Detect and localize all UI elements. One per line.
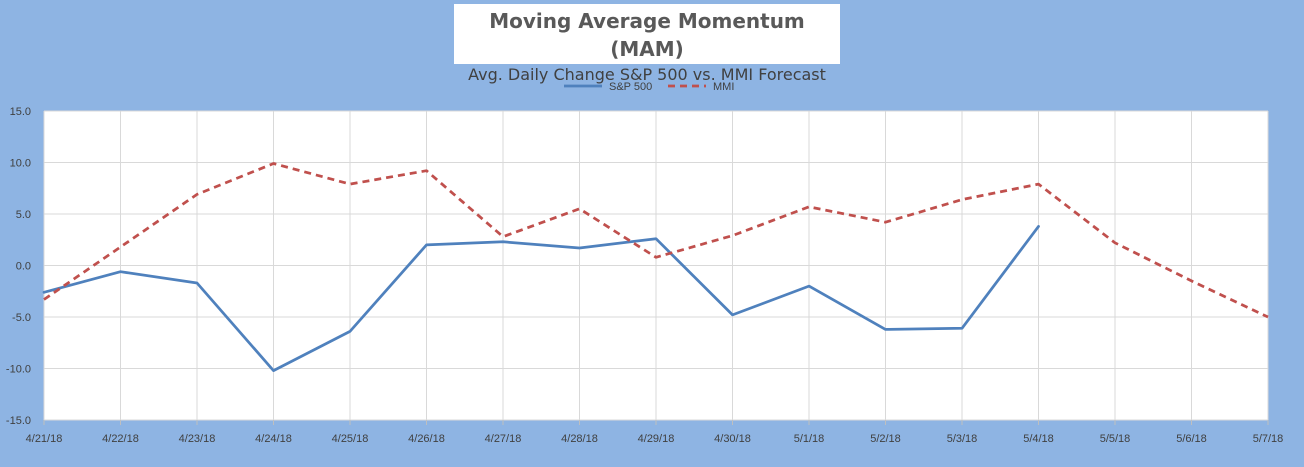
series-lines [42, 162, 1269, 372]
x-tick-label: 4/25/18 [332, 433, 369, 445]
x-tick-label: 4/30/18 [714, 433, 751, 445]
y-tick-label: -10.0 [6, 364, 31, 376]
x-tick-label: 5/5/18 [1100, 433, 1131, 445]
x-tick-label: 4/23/18 [179, 433, 216, 445]
x-tick-label: 4/27/18 [485, 433, 522, 445]
legend: S&P 500 MMI [564, 81, 734, 93]
x-tick-label: 5/4/18 [1023, 433, 1054, 445]
y-tick-label: 10.0 [10, 158, 31, 170]
x-tick-label: 5/1/18 [794, 433, 825, 445]
x-tick-label: 4/24/18 [255, 433, 292, 445]
y-axis-ticks: 15.0 10.0 5.0 0.0 -5.0 -10.0 -15.0 [6, 106, 31, 427]
chart-title: Moving Average Momentum (MAM) [489, 9, 805, 61]
y-tick-label: 15.0 [10, 106, 31, 118]
x-tick-label: 5/3/18 [947, 433, 978, 445]
x-tick-label: 4/22/18 [102, 433, 139, 445]
y-tick-label: 5.0 [16, 209, 31, 221]
legend-label: MMI [713, 81, 734, 93]
y-tick-label: -5.0 [12, 312, 31, 324]
x-tick-label: 4/26/18 [408, 433, 445, 445]
legend-label: S&P 500 [609, 81, 652, 93]
y-tick-label: -15.0 [6, 415, 31, 427]
chart-subtitle: Avg. Daily Change S&P 500 vs. MMI Foreca… [468, 65, 826, 84]
y-tick-label: 0.0 [16, 261, 31, 273]
x-tick-label: 4/29/18 [638, 433, 675, 445]
x-tick-label: 5/7/18 [1253, 433, 1284, 445]
x-tick-label: 5/6/18 [1176, 433, 1207, 445]
series-line-sp500 [42, 225, 1040, 372]
x-axis-ticks: 4/21/18 4/22/18 4/23/18 4/24/18 4/25/18 4/26/… [26, 420, 1284, 445]
x-tick-label: 4/21/18 [26, 433, 63, 445]
x-tick-label: 5/2/18 [870, 433, 901, 445]
series-line-mmi [43, 162, 1269, 319]
chart-title-box: Moving Average Momentum (MAM) Avg. Daily… [454, 4, 840, 84]
x-tick-label: 4/28/18 [561, 433, 598, 445]
